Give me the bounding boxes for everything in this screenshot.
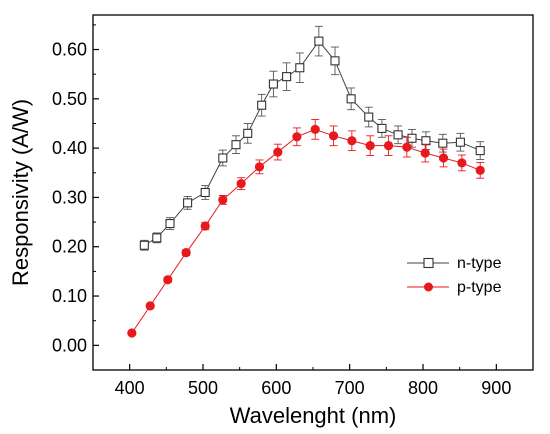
data-point (402, 142, 412, 152)
data-point (218, 153, 228, 163)
legend-item-n-type: n-type (407, 255, 502, 272)
y-tick-label: 0.10 (52, 286, 87, 306)
legend: n-type p-type (407, 255, 502, 296)
legend-marker (423, 257, 434, 269)
plot-border (92, 14, 534, 371)
data-point (383, 141, 394, 151)
data-point (200, 187, 210, 198)
data-point (181, 248, 191, 258)
y-axis-title: Responsivity (A/W) (8, 99, 33, 286)
x-tick-label: 400 (115, 378, 145, 398)
x-axis-title: Wavelenght (nm) (230, 403, 397, 428)
x-tick-label: 600 (261, 378, 291, 398)
data-point (314, 36, 324, 46)
x-tick-label: 500 (188, 378, 218, 398)
series-line (131, 128, 481, 334)
legend-item-p-type: p-type (407, 279, 502, 296)
data-point (218, 195, 228, 205)
data-point (152, 233, 162, 243)
legend-label: n-type (457, 255, 502, 272)
y-axis: 0.00 0.10 0.20 0.30 0.40 0.50 0.60 (52, 24, 99, 355)
x-tick-label: 700 (335, 378, 365, 398)
y-tick-label: 0.40 (52, 138, 87, 158)
data-point (145, 301, 155, 311)
data-point (438, 153, 449, 163)
series-n-type (139, 25, 485, 251)
data-point (282, 72, 292, 82)
data-point (438, 138, 448, 148)
data-point (421, 136, 431, 146)
y-tick-label: 0.00 (52, 335, 87, 355)
legend-label: p-type (457, 279, 502, 296)
data-point (139, 240, 149, 250)
data-point (200, 221, 210, 231)
data-point (163, 275, 173, 285)
data-point (347, 136, 357, 146)
data-point (295, 63, 305, 73)
x-axis: 400 500 600 700 800 900 (115, 364, 511, 398)
data-point (420, 148, 430, 158)
data-point (393, 130, 403, 140)
data-point (165, 219, 175, 229)
x-tick-label: 800 (408, 378, 438, 398)
data-point (475, 165, 485, 175)
y-tick-label: 0.50 (52, 89, 87, 109)
y-tick-label: 0.60 (52, 40, 87, 60)
y-tick-label: 0.30 (52, 187, 87, 207)
y-tick-label: 0.20 (52, 237, 87, 257)
series-layer (127, 25, 485, 338)
data-point (257, 100, 267, 110)
data-point (236, 179, 246, 189)
data-point (377, 123, 387, 133)
data-point (328, 131, 339, 141)
series-p-type (127, 119, 485, 338)
data-point (268, 79, 278, 89)
data-point (127, 328, 137, 338)
data-point (365, 141, 375, 151)
data-point (292, 132, 302, 142)
data-point (183, 198, 193, 208)
x-tick-label: 900 (481, 378, 511, 398)
data-point (273, 147, 283, 157)
data-point (254, 162, 265, 172)
data-point (310, 124, 320, 134)
data-point (457, 158, 467, 168)
legend-marker (424, 282, 433, 292)
data-point (346, 94, 356, 104)
data-point (243, 128, 253, 138)
data-point (475, 146, 485, 156)
data-point (364, 112, 374, 122)
data-point (407, 133, 417, 143)
data-point (330, 56, 340, 66)
data-point (455, 137, 465, 147)
plot-frame (92, 14, 534, 371)
data-point (231, 140, 241, 150)
